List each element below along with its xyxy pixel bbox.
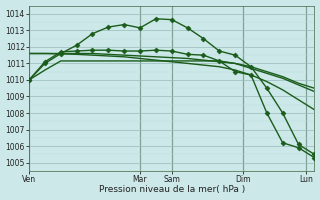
X-axis label: Pression niveau de la mer( hPa ): Pression niveau de la mer( hPa ) — [99, 185, 245, 194]
